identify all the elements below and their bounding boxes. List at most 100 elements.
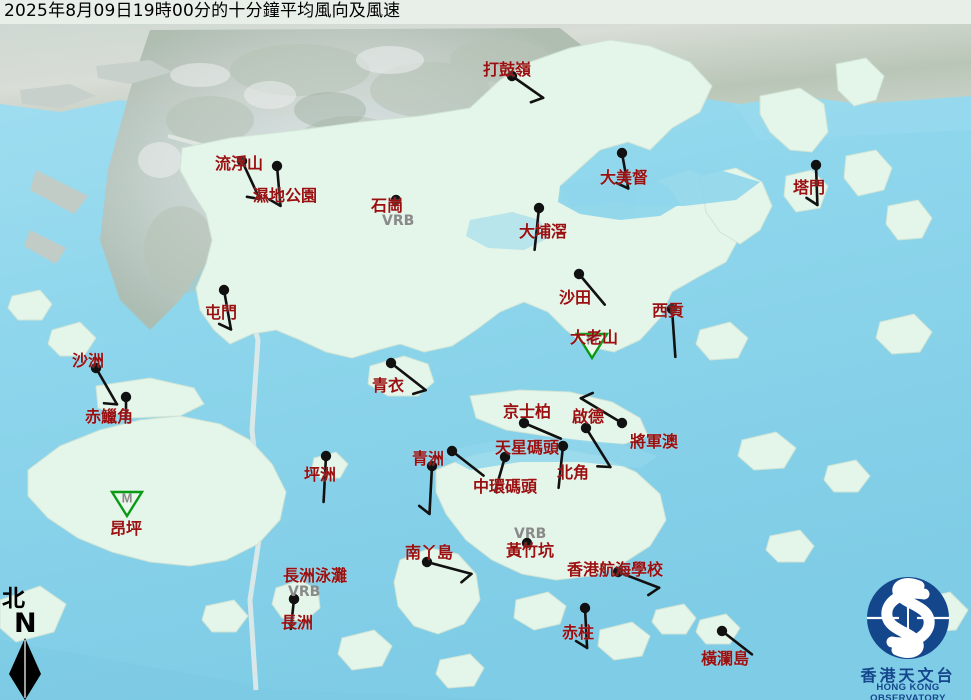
- station-dot: [533, 202, 545, 214]
- wind-barb-shaft: [670, 307, 677, 359]
- wind-station-cheung-chau: [288, 593, 300, 631]
- north-arrow-needle: [9, 638, 41, 700]
- wind-station-north-point: [557, 440, 569, 490]
- station-dot: [506, 70, 518, 82]
- wind-station-central-pier: [446, 445, 485, 477]
- station-dot: [218, 284, 230, 296]
- wind-station-shek-kong: [390, 194, 402, 206]
- station-dot: [385, 357, 397, 369]
- wind-barb-shaft: [522, 421, 563, 440]
- wind-barb-shaft: [493, 455, 507, 493]
- station-label-star-ferry: 天星碼頭: [495, 438, 560, 457]
- wind-station-wong-chuk-hang: [521, 537, 533, 549]
- wind-barb-feather: [102, 401, 119, 406]
- hko-logo-text-cn: 香港天文台: [860, 666, 956, 685]
- wind-barb-feather: [411, 388, 427, 396]
- wind-station-tseung-kwan-o: [579, 391, 628, 429]
- vrb-label-wong-chuk-hang: VRB: [514, 526, 547, 542]
- wind-station-sai-kung: [666, 303, 678, 359]
- wind-barb-feather: [647, 586, 661, 597]
- station-label-tuen-mun: 屯門: [205, 303, 238, 322]
- hko-logo-text-en: HONG KONG OBSERVATORY: [870, 682, 946, 700]
- wind-barb-feather: [245, 195, 262, 201]
- station-dot: [616, 417, 628, 429]
- station-label-shek-kong: 石崗: [371, 196, 404, 215]
- wind-barb-feather: [460, 572, 473, 584]
- station-label-tsing-yi: 青衣: [372, 376, 405, 395]
- station-label-wong-chuk-hang: 黃竹坑: [506, 541, 555, 560]
- wind-barb-shaft: [450, 449, 485, 477]
- station-dot: [390, 194, 402, 206]
- station-label-stanley: 赤柱: [562, 623, 595, 642]
- wind-station-sha-chau: [90, 362, 119, 406]
- station-dot: [580, 422, 592, 434]
- station-dot: [320, 450, 332, 462]
- station-dot: [236, 155, 248, 167]
- station-label-central-pier: 中環碼頭: [473, 477, 538, 496]
- wind-barb-shaft: [389, 361, 427, 392]
- station-dot: [612, 566, 624, 578]
- wind-station-peng-chau: [320, 450, 332, 504]
- title-bar: 2025年8月09日19時00分的十分鐘平均風向及風速: [0, 0, 971, 24]
- station-label-tseung-kwan-o: 將軍澳: [630, 432, 679, 451]
- wind-station-sea-school: [612, 566, 661, 597]
- maintenance-triangle-icon: [109, 490, 145, 519]
- wind-barb-shaft: [240, 159, 262, 201]
- station-dot: [557, 440, 569, 452]
- wind-station-tap-mun: [805, 159, 822, 207]
- wind-barb-shaft: [577, 272, 607, 306]
- wind-barb-feather: [579, 391, 595, 400]
- station-label-tates-cairn: 大老山: [570, 328, 619, 347]
- wind-station-tuen-mun: [217, 284, 233, 331]
- wind-station-chek-lap-kok: [120, 391, 132, 421]
- station-dot: [666, 303, 678, 315]
- hko-logo-mark: [867, 577, 949, 659]
- wind-barb-shaft: [616, 570, 661, 590]
- station-label-waglan-island: 橫瀾島: [701, 649, 750, 668]
- wind-barb-feather: [574, 639, 589, 650]
- wind-barb-feather: [267, 198, 282, 208]
- station-label-green-island: 青洲: [412, 449, 445, 468]
- wind-barb-feather: [217, 322, 233, 331]
- wind-station-lamma-island: [421, 556, 473, 584]
- wind-station-wetland-park: [267, 160, 283, 208]
- wind-station-tates-cairn: M: [574, 333, 610, 361]
- wind-barb-feather: [615, 181, 630, 190]
- wind-station-lau-fau-shan: [236, 155, 262, 201]
- station-label-sha-tin: 沙田: [559, 288, 592, 307]
- wind-barb-shaft: [584, 426, 612, 469]
- station-label-ta-kwu-ling: 打鼓嶺: [483, 60, 532, 79]
- station-label-lau-fau-shan: 流浮山: [215, 154, 264, 173]
- station-dot: [90, 362, 102, 374]
- station-label-north-point: 北角: [557, 463, 590, 482]
- wind-station-green-island: [417, 460, 438, 516]
- wind-station-tsing-yi: [385, 357, 427, 396]
- station-dot: [573, 268, 585, 280]
- station-label-sha-chau: 沙洲: [72, 351, 105, 370]
- wind-barb-shaft: [510, 74, 545, 100]
- north-arrow-label-cn: 北: [2, 586, 25, 612]
- wind-barb-shaft: [579, 396, 624, 425]
- wind-station-stanley: [574, 602, 591, 650]
- wind-barb-shaft: [583, 606, 589, 650]
- station-label-kai-tak: 啟德: [572, 407, 605, 426]
- wind-station-tai-po-kau: [533, 202, 545, 252]
- station-label-peng-chau: 坪洲: [304, 465, 337, 484]
- wind-station-kai-tak: [580, 422, 612, 469]
- wind-barb-shaft: [720, 629, 754, 656]
- station-dot: [521, 537, 533, 549]
- wind-barb-shaft: [322, 454, 328, 504]
- wind-barb-feather: [596, 465, 612, 469]
- station-label-lamma-island: 南丫島: [405, 543, 454, 562]
- wind-barb-feather: [805, 196, 819, 207]
- station-dot: [271, 160, 283, 172]
- station-label-ngong-ping: 昂坪: [110, 519, 143, 538]
- hongkong-landmass: [0, 39, 969, 689]
- station-dot: [120, 391, 132, 403]
- wind-station-ta-kwu-ling: [506, 70, 545, 104]
- wind-station-tai-mei-tuk: [615, 147, 630, 190]
- wind-barb-shaft: [425, 560, 473, 576]
